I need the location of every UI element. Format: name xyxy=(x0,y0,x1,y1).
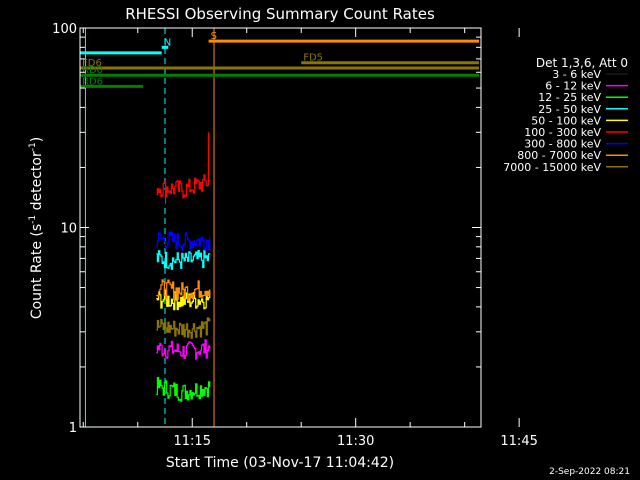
legend-label: 100 - 300 keV xyxy=(524,126,601,139)
series-trace xyxy=(156,174,211,199)
legend-label: 800 - 7000 keV xyxy=(517,149,601,162)
x-axis-label: Start Time (03-Nov-17 11:04:42) xyxy=(166,455,394,471)
series-trace xyxy=(156,249,211,270)
y-tick-label: 1 xyxy=(69,421,77,436)
series-800-7000-keV xyxy=(156,279,211,301)
y-tick-label: 10 xyxy=(60,222,77,237)
flag-label: RD0 xyxy=(82,65,103,76)
x-tick-label: 11:30 xyxy=(337,434,374,449)
series-trace xyxy=(156,231,211,252)
series-traces xyxy=(156,132,211,402)
series-trace xyxy=(156,377,211,402)
legend-label: 12 - 25 keV xyxy=(538,91,601,104)
flag-label: FD6 xyxy=(82,58,102,69)
series-6-12-keV xyxy=(156,339,211,360)
series-100-300-keV xyxy=(156,174,211,199)
legend-header: Det 1,3,6, Att 0 xyxy=(536,56,628,70)
legend-label: 6 - 12 keV xyxy=(545,80,601,93)
y-axis-ticks: 1 10 100 xyxy=(52,22,481,436)
series-trace xyxy=(156,339,211,360)
series-12-25-keV xyxy=(156,377,211,402)
flag-label: FD5 xyxy=(303,53,323,64)
series-25-50-keV xyxy=(156,249,211,270)
legend-label: 25 - 50 keV xyxy=(538,103,601,116)
legend-label: 7000 - 15000 keV xyxy=(503,161,601,174)
timestamp: 2-Sep-2022 08:21 xyxy=(549,467,630,477)
series-trace xyxy=(156,317,211,339)
series-50-100-keV xyxy=(156,289,211,311)
series-7000-15000-keV xyxy=(156,317,211,339)
y-axis-label: Count Rate (s-1 detector-1) xyxy=(28,137,45,319)
x-tick-label: 11:45 xyxy=(500,434,537,449)
flag-label: S xyxy=(211,31,217,42)
series-trace xyxy=(156,279,211,301)
x-tick-label: 11:15 xyxy=(174,434,211,449)
chart-title: RHESSI Observing Summary Count Rates xyxy=(125,5,435,23)
legend-label: 300 - 800 keV xyxy=(524,138,601,151)
legend-label: 3 - 6 keV xyxy=(552,68,601,81)
flag-label: N xyxy=(164,37,171,48)
series-300-800-keV xyxy=(156,231,211,252)
y-tick-label: 100 xyxy=(52,22,77,37)
legend-label: 50 - 100 keV xyxy=(531,114,601,127)
series-trace xyxy=(156,289,211,311)
flag-label: RD6 xyxy=(82,76,103,87)
